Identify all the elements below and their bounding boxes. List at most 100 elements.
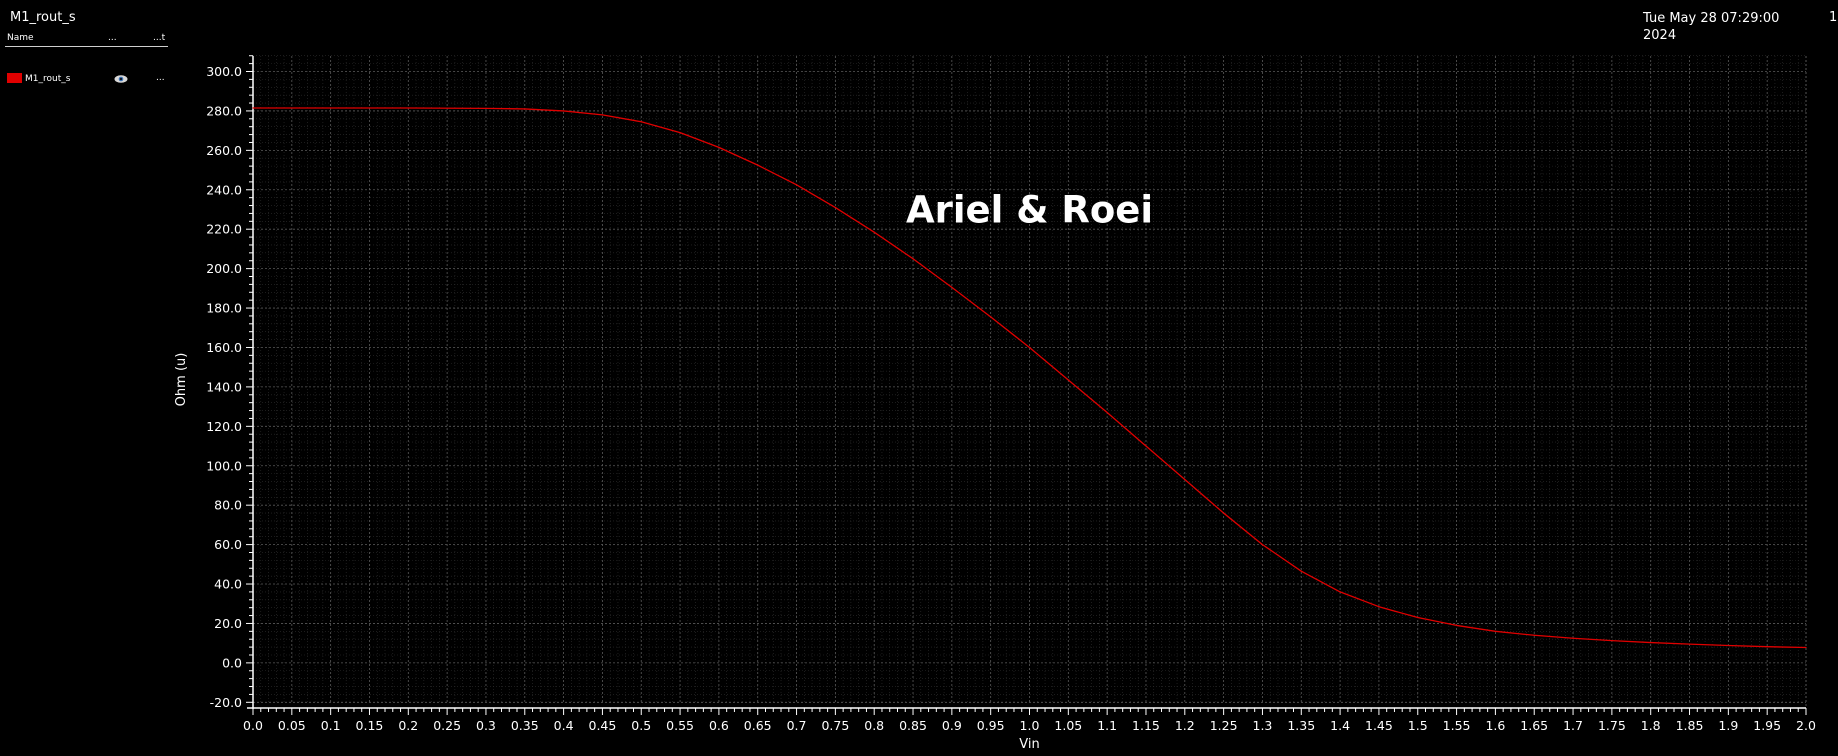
x-tick-label: 0.65 (744, 718, 772, 733)
x-tick-label: 1.55 (1443, 718, 1471, 733)
legend-header-name[interactable]: Name (7, 33, 34, 43)
x-tick-label: 1.95 (1753, 718, 1781, 733)
x-tick-label: 0.95 (977, 718, 1005, 733)
x-tick-label: 1.15 (1132, 718, 1160, 733)
x-tick-label: 1.2 (1175, 718, 1195, 733)
data-point (1727, 644, 1729, 647)
x-tick-label: 0.7 (787, 718, 807, 733)
data-point (1378, 606, 1380, 608)
x-tick-label: 0.2 (398, 718, 418, 733)
legend-header-visibility[interactable]: ... (108, 33, 117, 43)
data-point (1572, 637, 1574, 639)
legend-entry-more[interactable]: ... (156, 73, 165, 83)
data-point (407, 107, 409, 109)
data-point (1611, 639, 1613, 642)
traces (252, 107, 1807, 649)
data-point (1455, 624, 1458, 627)
x-tick-label: 1.1 (1097, 718, 1117, 733)
y-tick-label: 60.0 (214, 537, 242, 552)
data-point (990, 316, 992, 318)
x-tick-label: 1.85 (1676, 718, 1704, 733)
series-line-M1_rout_s[interactable] (253, 107, 1807, 649)
x-tick-label: 1.35 (1287, 718, 1315, 733)
y-tick-label: 20.0 (214, 616, 242, 631)
legend-entry-name: M1_rout_s (25, 74, 71, 84)
y-tick-label: 140.0 (206, 379, 242, 394)
data-point (1417, 616, 1419, 619)
x-tick-label: 1.45 (1365, 718, 1393, 733)
data-point (1028, 346, 1031, 349)
y-tick-label: 80.0 (214, 498, 242, 513)
data-point (485, 107, 487, 109)
data-point (1533, 634, 1535, 636)
data-point (1766, 646, 1768, 648)
x-tick-label: 1.65 (1520, 718, 1548, 733)
x-tick-label: 0.1 (321, 718, 341, 733)
data-point (757, 164, 759, 166)
data-point (601, 114, 604, 116)
data-point (252, 107, 254, 109)
data-point (1688, 643, 1691, 645)
axes (246, 55, 1807, 715)
y-tick-label: 220.0 (206, 222, 242, 237)
x-tick-label: 0.0 (243, 718, 263, 733)
x-tick-label: 0.6 (709, 718, 729, 733)
trace-color-swatch (7, 73, 22, 83)
x-tick-label: 1.3 (1253, 718, 1273, 733)
x-tick-label: 1.25 (1210, 718, 1238, 733)
x-axis-label: Vin (1019, 737, 1039, 752)
legend-panel: Name ... ...t M1_rout_s ... (5, 32, 168, 112)
grid (252, 55, 1807, 703)
x-tick-label: 0.05 (278, 718, 306, 733)
x-tick-label: 0.3 (476, 718, 496, 733)
x-tick-label: 1.7 (1563, 718, 1583, 733)
x-tick-label: 0.55 (666, 718, 694, 733)
page-number: 1 (1829, 10, 1838, 25)
data-point (951, 286, 953, 288)
y-tick-label: 0.0 (222, 655, 242, 670)
y-tick-label: -20.0 (210, 695, 242, 710)
data-point (1339, 591, 1341, 593)
x-tick-label: 0.4 (554, 718, 574, 733)
y-tick-label: 120.0 (206, 419, 242, 434)
data-point (679, 132, 681, 134)
y-axis-label: Ohm (u) (174, 353, 189, 407)
data-point (1300, 570, 1302, 572)
x-tick-label: 0.45 (589, 718, 617, 733)
y-tick-label: 180.0 (206, 301, 242, 316)
y-tick-label: 280.0 (206, 103, 242, 118)
x-tick-label: 0.75 (821, 718, 849, 733)
data-point (1106, 411, 1108, 414)
data-point (1223, 512, 1225, 514)
data-point (563, 110, 565, 112)
x-tick-label: 0.5 (631, 718, 651, 733)
x-tick-label: 1.75 (1598, 718, 1626, 733)
data-point (640, 121, 642, 123)
y-tick-label: 160.0 (206, 340, 242, 355)
x-tick-label: 1.0 (1020, 718, 1040, 733)
data-point (1494, 630, 1496, 632)
window-title: M1_rout_s (10, 10, 76, 25)
y-tick-label: 300.0 (206, 64, 242, 79)
x-tick-label: 1.8 (1641, 718, 1661, 733)
legend-header-more[interactable]: ...t (153, 33, 166, 43)
data-point (834, 206, 836, 209)
y-tick-label: 40.0 (214, 577, 242, 592)
data-point (795, 184, 798, 186)
legend-entry[interactable]: M1_rout_s ... (5, 73, 168, 87)
y-tick-label: 200.0 (206, 261, 242, 276)
y-tick-label: 240.0 (206, 182, 242, 197)
x-tick-label: 1.05 (1054, 718, 1082, 733)
eye-icon[interactable] (110, 73, 132, 85)
data-point (330, 107, 332, 109)
x-tick-label: 0.25 (433, 718, 461, 733)
data-point (1184, 478, 1186, 481)
labels: 0.0 0.05 0.1 0.15 0.2 0.25 0.3 0.35 0.4 0.45 0.5 0.… (174, 64, 1816, 752)
data-point (524, 108, 526, 110)
timestamp-date: Tue May 28 07:29:00 (1643, 11, 1780, 26)
x-tick-label: 0.15 (356, 718, 384, 733)
x-tick-label: 0.8 (864, 718, 884, 733)
x-tick-label: 1.4 (1330, 718, 1350, 733)
data-point (1805, 646, 1807, 649)
